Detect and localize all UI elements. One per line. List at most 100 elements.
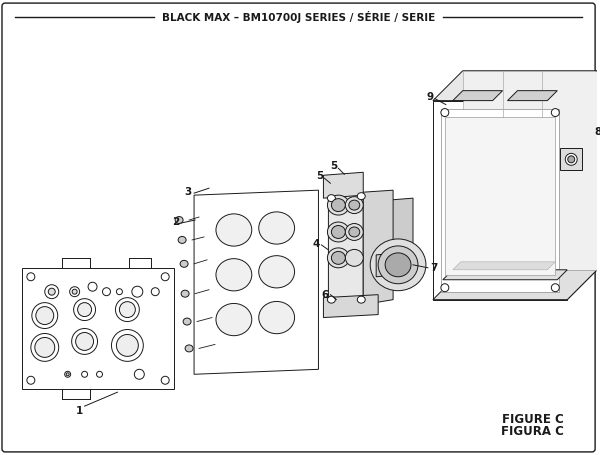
- Ellipse shape: [161, 376, 169, 384]
- Ellipse shape: [32, 303, 58, 329]
- Ellipse shape: [88, 282, 97, 291]
- Ellipse shape: [183, 318, 191, 325]
- Ellipse shape: [31, 334, 59, 361]
- Ellipse shape: [441, 109, 449, 116]
- Polygon shape: [560, 148, 582, 170]
- Ellipse shape: [36, 307, 54, 324]
- Polygon shape: [463, 71, 597, 270]
- Ellipse shape: [185, 345, 193, 352]
- Ellipse shape: [216, 258, 252, 291]
- Ellipse shape: [357, 296, 365, 303]
- Polygon shape: [453, 91, 503, 101]
- Ellipse shape: [349, 200, 360, 210]
- Ellipse shape: [161, 273, 169, 281]
- Polygon shape: [388, 198, 413, 282]
- Ellipse shape: [65, 371, 71, 377]
- Ellipse shape: [328, 195, 335, 202]
- Ellipse shape: [216, 303, 252, 336]
- Ellipse shape: [76, 333, 94, 350]
- Ellipse shape: [551, 109, 559, 116]
- Ellipse shape: [116, 289, 122, 295]
- Ellipse shape: [441, 284, 449, 292]
- Polygon shape: [388, 272, 413, 286]
- Polygon shape: [323, 172, 363, 198]
- Ellipse shape: [346, 249, 363, 266]
- Ellipse shape: [180, 260, 188, 267]
- Ellipse shape: [115, 298, 139, 322]
- Ellipse shape: [77, 303, 92, 317]
- Text: 7: 7: [430, 263, 437, 273]
- Text: BLACK MAX – BM10700J SERIES / SÉRIE / SERIE: BLACK MAX – BM10700J SERIES / SÉRIE / SE…: [162, 11, 435, 23]
- Ellipse shape: [328, 222, 349, 242]
- Text: 8: 8: [595, 127, 600, 137]
- Ellipse shape: [328, 195, 349, 215]
- Ellipse shape: [357, 192, 365, 200]
- Polygon shape: [194, 190, 319, 374]
- Ellipse shape: [27, 376, 35, 384]
- Ellipse shape: [119, 302, 136, 318]
- Text: FIGURA C: FIGURA C: [501, 425, 564, 438]
- Text: 5: 5: [316, 171, 323, 181]
- Ellipse shape: [134, 369, 145, 379]
- Ellipse shape: [74, 298, 95, 321]
- Ellipse shape: [112, 329, 143, 361]
- Ellipse shape: [565, 153, 577, 165]
- Polygon shape: [567, 71, 597, 300]
- Ellipse shape: [178, 237, 186, 243]
- Polygon shape: [453, 262, 556, 270]
- Ellipse shape: [175, 217, 183, 223]
- Ellipse shape: [331, 251, 346, 264]
- Ellipse shape: [331, 226, 346, 238]
- Ellipse shape: [328, 248, 349, 268]
- Text: FIGURE C: FIGURE C: [502, 413, 563, 425]
- Ellipse shape: [151, 288, 159, 296]
- Ellipse shape: [97, 371, 103, 377]
- Polygon shape: [22, 268, 174, 389]
- Ellipse shape: [181, 290, 189, 297]
- Polygon shape: [433, 270, 597, 300]
- Ellipse shape: [70, 287, 80, 297]
- Text: 4: 4: [313, 239, 320, 249]
- Ellipse shape: [385, 253, 411, 277]
- Polygon shape: [508, 91, 557, 101]
- Polygon shape: [433, 71, 597, 101]
- Ellipse shape: [346, 223, 363, 240]
- FancyBboxPatch shape: [2, 3, 595, 452]
- Text: 3: 3: [184, 187, 192, 197]
- Ellipse shape: [370, 239, 426, 291]
- Ellipse shape: [568, 156, 575, 163]
- Polygon shape: [441, 109, 559, 292]
- Ellipse shape: [346, 197, 363, 213]
- Ellipse shape: [259, 256, 295, 288]
- Ellipse shape: [45, 285, 59, 298]
- Ellipse shape: [66, 373, 69, 376]
- Text: 2: 2: [173, 217, 180, 227]
- Polygon shape: [445, 116, 556, 275]
- Polygon shape: [388, 244, 413, 259]
- Ellipse shape: [116, 334, 139, 356]
- Polygon shape: [376, 254, 388, 277]
- Ellipse shape: [103, 288, 110, 296]
- Polygon shape: [323, 295, 378, 318]
- Ellipse shape: [331, 199, 346, 212]
- Text: 9: 9: [427, 91, 433, 101]
- Ellipse shape: [328, 296, 335, 303]
- Ellipse shape: [48, 288, 55, 295]
- Ellipse shape: [82, 371, 88, 377]
- Ellipse shape: [132, 286, 143, 297]
- Ellipse shape: [259, 212, 295, 244]
- Text: 1: 1: [76, 406, 83, 416]
- Text: 6: 6: [322, 290, 329, 300]
- Ellipse shape: [259, 302, 295, 334]
- Polygon shape: [363, 190, 393, 305]
- Polygon shape: [433, 101, 567, 300]
- Ellipse shape: [72, 289, 77, 294]
- Polygon shape: [328, 192, 363, 308]
- Ellipse shape: [551, 284, 559, 292]
- Ellipse shape: [216, 214, 252, 246]
- Ellipse shape: [27, 273, 35, 281]
- Ellipse shape: [71, 329, 98, 354]
- Text: 5: 5: [330, 161, 337, 171]
- Polygon shape: [443, 270, 567, 280]
- Ellipse shape: [35, 338, 55, 357]
